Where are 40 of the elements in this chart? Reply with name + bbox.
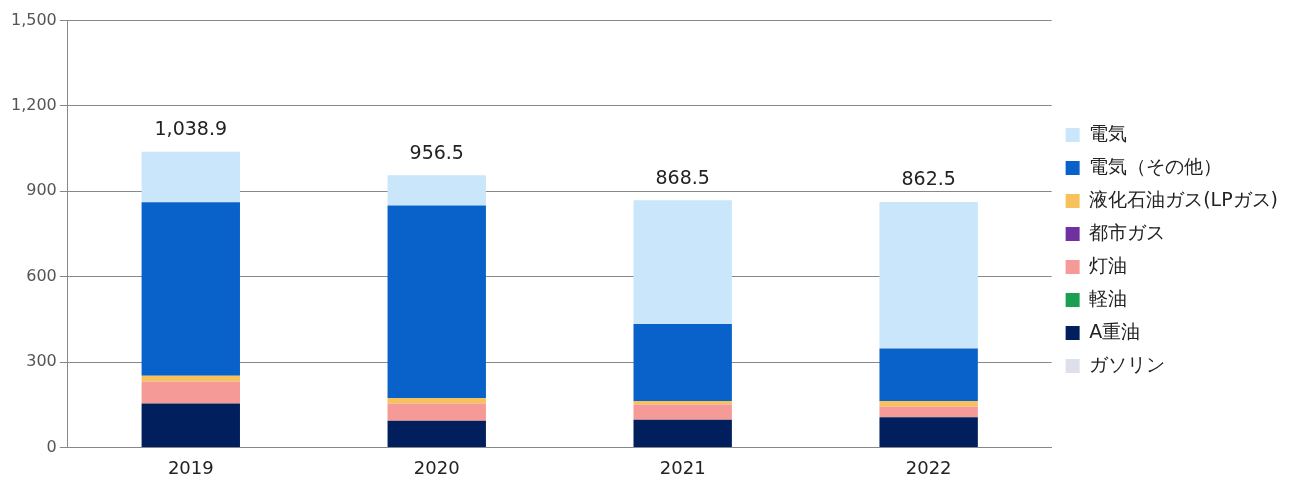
bar [879,401,978,407]
bar [633,200,732,324]
bar [879,417,978,447]
bar [141,381,240,404]
x-tick-label: 2020 [413,456,460,478]
bar [633,323,732,402]
bar [141,151,240,203]
bar [141,403,240,447]
legend-label: 都市ガス [1089,220,1166,243]
bar [387,205,486,398]
legend-label: ガソリン [1089,352,1166,375]
legend-label: 電気（その他） [1089,154,1223,177]
y-tick-label: 0 [46,436,57,456]
bar [633,404,732,420]
total-label: 1,038.9 [154,117,228,140]
bar [387,397,486,404]
bar [879,201,978,349]
y-tick-label: 1,500 [10,9,57,29]
bar [879,348,978,402]
total-label: 868.5 [655,165,710,188]
bar [387,403,486,421]
bar [633,419,732,447]
y-tick-label: 1,200 [10,95,57,115]
y-tick-label: 300 [26,351,57,371]
x-tick-label: 2022 [905,456,952,478]
legend-label: 電気 [1089,121,1128,144]
bar [141,202,240,376]
bar [387,420,486,447]
y-tick-label: 600 [26,265,57,285]
total-label: 862.5 [901,167,956,190]
x-tick-label: 2019 [167,456,214,478]
x-tick-label: 2021 [659,456,706,478]
legend-label: 灯油 [1089,253,1128,276]
legend-label: A重油 [1089,319,1141,342]
legend-label: 液化石油ガス(LPガス) [1089,187,1279,210]
legend-label: 軽油 [1089,286,1128,309]
bar [387,175,486,206]
bar [879,406,978,418]
y-tick-label: 900 [26,180,57,200]
total-label: 956.5 [409,140,464,163]
